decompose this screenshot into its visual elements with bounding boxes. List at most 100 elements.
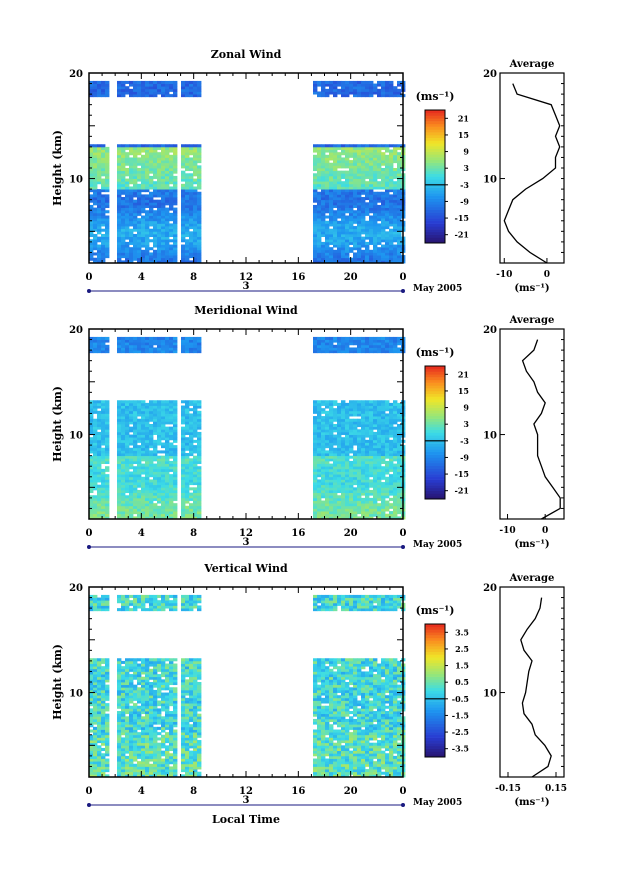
- heatmap-cell: [121, 241, 126, 245]
- heatmap-cell: [133, 233, 138, 238]
- heatmap-cell: [173, 405, 178, 409]
- heatmap-cell: [189, 207, 194, 211]
- heatmap-cell: [329, 450, 334, 454]
- heatmap-cell: [329, 484, 334, 488]
- heatmap-cell: [313, 241, 318, 245]
- heatmap-cell: [193, 157, 198, 161]
- heatmap-cell: [153, 471, 158, 475]
- heatmap-cell: [93, 186, 98, 190]
- heatmap-cell: [193, 239, 198, 243]
- heatmap-cell: [329, 83, 334, 87]
- heatmap-cell: [381, 336, 386, 340]
- heatmap-cell: [93, 183, 98, 187]
- heatmap-cell: [377, 165, 382, 169]
- heatmap-cell: [157, 220, 162, 224]
- heatmap-cell: [381, 247, 386, 251]
- heatmap-cell: [361, 228, 366, 232]
- heatmap-cell: [357, 466, 362, 470]
- heatmap-cell: [197, 503, 202, 507]
- heatmap-cell: [321, 408, 326, 412]
- heatmap-cell: [129, 189, 134, 193]
- heatmap-cell: [141, 466, 146, 470]
- heatmap-cell: [145, 402, 150, 406]
- heatmap-cell: [137, 83, 142, 87]
- heatmap-cell: [169, 165, 174, 169]
- heatmap-cell: [317, 450, 322, 454]
- heatmap-cell: [117, 445, 122, 449]
- heatmap-cell: [133, 500, 138, 504]
- heatmap-cell: [397, 94, 402, 98]
- heatmap-cell: [325, 453, 330, 457]
- colorbar-segment: [425, 184, 445, 188]
- heatmap-cell: [93, 421, 98, 425]
- heatmap-cell: [89, 431, 94, 435]
- heatmap-cell: [321, 437, 326, 441]
- heatmap-cell: [137, 418, 142, 422]
- heatmap-cell: [97, 439, 102, 443]
- heatmap-cell: [89, 146, 94, 150]
- heatmap-cell: [385, 249, 390, 253]
- heatmap-cell: [329, 442, 334, 446]
- heatmap-cell: [317, 492, 322, 496]
- heatmap-cell: [141, 495, 146, 499]
- heatmap-cell: [393, 252, 398, 256]
- heatmap-cell: [181, 236, 186, 240]
- heatmap-cell: [349, 202, 354, 206]
- heatmap-cell: [321, 344, 326, 348]
- heatmap-cell: [121, 339, 126, 343]
- heatmap-cell: [153, 503, 158, 507]
- heatmap-cell: [357, 476, 362, 480]
- heatmap-cell: [149, 400, 154, 404]
- heatmap-cell: [181, 239, 186, 243]
- heatmap-cell: [89, 421, 94, 425]
- heatmap-cell: [141, 218, 146, 222]
- heatmap-cell: [317, 241, 322, 245]
- x-tick-label: 0: [86, 272, 93, 283]
- heatmap-cell: [185, 241, 190, 245]
- heatmap-cell: [385, 194, 390, 198]
- heatmap-cell: [345, 241, 350, 245]
- heatmap-cell: [197, 149, 202, 153]
- heatmap-cell: [105, 489, 110, 494]
- heatmap-cell: [185, 347, 190, 351]
- heatmap-cell: [341, 247, 346, 251]
- heatmap-cell: [353, 511, 358, 515]
- heatmap-cell: [321, 431, 326, 435]
- heatmap-cell: [133, 223, 138, 227]
- heatmap-cell: [129, 168, 134, 172]
- heatmap-cell: [173, 260, 178, 264]
- heatmap-cell: [125, 503, 130, 507]
- heatmap-cell: [345, 220, 350, 224]
- heatmap-cell: [189, 508, 194, 512]
- heatmap-cell: [129, 336, 134, 340]
- heatmap-cell: [101, 508, 106, 512]
- heatmap-cell: [345, 489, 350, 494]
- heatmap-cell: [141, 202, 146, 206]
- heatmap-cell: [321, 146, 326, 150]
- heatmap-cell: [101, 336, 106, 340]
- heatmap-cell: [93, 199, 98, 203]
- heatmap-cell: [173, 165, 178, 169]
- heatmap-cell: [157, 431, 162, 435]
- heatmap-cell: [181, 450, 186, 454]
- heatmap-cell: [153, 86, 158, 90]
- heatmap-cell: [153, 431, 158, 435]
- heatmap-cell: [329, 241, 334, 245]
- heatmap-cell: [313, 260, 318, 264]
- heatmap-cell: [349, 437, 354, 441]
- heatmap-cell: [181, 91, 186, 95]
- heatmap-cell: [325, 247, 330, 251]
- heatmap-cell: [325, 239, 330, 243]
- heatmap-cell: [321, 181, 326, 185]
- heatmap-cell: [173, 460, 178, 464]
- heatmap-cell: [365, 252, 370, 256]
- heatmap-cell: [349, 86, 354, 90]
- heatmap-cell: [373, 468, 378, 472]
- heatmap-cell: [197, 168, 202, 172]
- heatmap-cell: [149, 410, 154, 414]
- heatmap-cell: [197, 183, 202, 187]
- heatmap-cell: [393, 429, 398, 433]
- heatmap-cell: [313, 476, 318, 480]
- heatmap-cell: [393, 492, 398, 496]
- heatmap-cell: [161, 94, 166, 98]
